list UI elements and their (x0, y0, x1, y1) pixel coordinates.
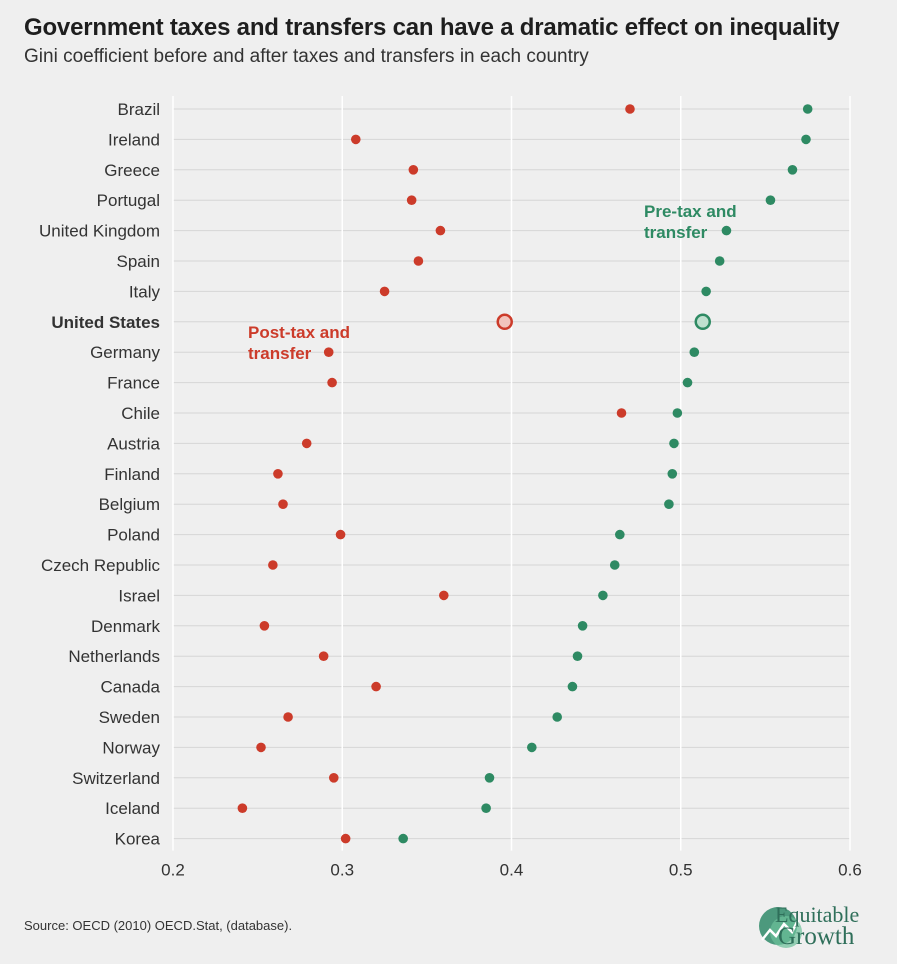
pre-tax-series-label: Pre-tax and (644, 202, 737, 221)
country-labels: Brazil Ireland Greece Portugal United Kingdo… (39, 100, 161, 849)
post-tax-point (278, 499, 288, 510)
pre-tax-point (802, 104, 813, 114)
equitable-growth-logo-icon (759, 907, 802, 948)
pre-tax-point (669, 438, 679, 449)
post-tax-series-label: Post-tax and (248, 323, 350, 342)
pre-tax-point (689, 347, 700, 358)
pre-tax-point (481, 803, 491, 813)
dot-plot-chart: 0.2 0.3 0.4 0.5 0.6 Brazil Ireland Greece Portu… (39, 96, 862, 880)
post-tax-point (328, 773, 339, 783)
country-label: Poland (107, 526, 160, 545)
country-label: Finland (104, 465, 160, 484)
post-tax-point-highlight (496, 313, 513, 331)
country-label: Ireland (108, 130, 160, 149)
pre-tax-point (577, 621, 588, 631)
country-label: Czech Republic (41, 556, 161, 575)
post-tax-point (371, 681, 381, 692)
country-label: Austria (107, 434, 160, 453)
pre-tax-series-label: transfer (644, 223, 708, 242)
x-tick-label: 0.3 (330, 861, 354, 880)
post-tax-point (237, 803, 248, 813)
x-axis-ticks: 0.2 0.3 0.4 0.5 0.6 (161, 861, 862, 880)
pre-tax-point (667, 469, 678, 479)
pre-tax-point (598, 590, 608, 601)
pre-tax-point (398, 833, 408, 844)
post-tax-point (318, 651, 329, 661)
pre-tax-point (552, 712, 562, 722)
post-tax-point (256, 742, 266, 753)
country-label: United States (51, 313, 160, 332)
country-label: Portugal (97, 191, 160, 210)
post-tax-point (283, 712, 293, 722)
pre-tax-point (714, 256, 725, 266)
post-tax-point (435, 225, 446, 236)
pre-tax-point (615, 529, 625, 540)
chart-subtitle: Gini coefficient before and after taxes … (24, 46, 589, 67)
series-annotations: Pre-tax and transfer Post-tax and transfer (248, 202, 737, 363)
country-label: Belgium (99, 495, 160, 514)
country-label: Norway (102, 738, 160, 757)
pre-tax-point-highlight (694, 313, 712, 331)
chart-title: Government taxes and transfers can have … (24, 14, 840, 41)
country-label: Spain (117, 252, 160, 271)
post-tax-point (616, 408, 627, 418)
x-tick-label: 0.2 (161, 861, 185, 880)
x-tick-label: 0.6 (838, 861, 862, 880)
pre-tax-point (682, 377, 693, 388)
country-label: Greece (104, 161, 160, 180)
pre-tax-point (672, 408, 683, 418)
post-tax-point (350, 134, 361, 145)
country-label: Canada (100, 678, 160, 697)
country-label: Netherlands (68, 647, 160, 666)
gridlines (172, 96, 851, 851)
post-tax-point (406, 195, 417, 205)
post-tax-point (259, 621, 270, 631)
country-label: Germany (90, 343, 160, 362)
post-tax-point (340, 833, 351, 844)
post-tax-point (323, 347, 334, 358)
pre-tax-point (609, 560, 620, 570)
post-tax-point (335, 529, 346, 540)
pre-tax-point (527, 742, 537, 753)
post-tax-series-label: transfer (248, 344, 312, 363)
post-tax-point (625, 104, 635, 114)
post-tax-point (408, 165, 419, 175)
country-label: Iceland (105, 799, 160, 818)
pre-tax-point (701, 286, 711, 297)
x-tick-label: 0.4 (500, 861, 524, 880)
pre-tax-point (484, 773, 495, 783)
post-tax-point (439, 590, 449, 601)
post-tax-point (379, 286, 390, 297)
pre-tax-point (765, 195, 776, 205)
country-label: Denmark (91, 617, 160, 636)
post-tax-point (327, 377, 337, 388)
post-tax-point (273, 469, 283, 479)
pre-tax-point (801, 134, 811, 145)
country-label: United Kingdom (39, 222, 160, 241)
country-label: Brazil (117, 100, 160, 119)
logo-line2: Growth (778, 923, 855, 950)
data-points (237, 104, 813, 844)
post-tax-point (301, 438, 312, 449)
logo-wordmark: Equitable Growth (758, 902, 860, 950)
country-label: Chile (121, 404, 160, 423)
pre-tax-point (787, 165, 798, 175)
country-label: France (107, 374, 160, 393)
post-tax-point (413, 256, 424, 266)
pre-tax-point (572, 651, 583, 661)
post-tax-point (268, 560, 278, 570)
country-label: Italy (129, 282, 161, 301)
country-label: Sweden (99, 708, 160, 727)
country-label: Switzerland (72, 769, 160, 788)
source-note: Source: OECD (2010) OECD.Stat, (database… (24, 918, 293, 933)
country-label: Korea (115, 830, 161, 849)
logo-line1: Equitable (775, 902, 860, 927)
country-label: Israel (118, 586, 160, 605)
x-tick-label: 0.5 (669, 861, 693, 880)
pre-tax-point (664, 499, 674, 510)
pre-tax-point (721, 225, 732, 236)
pre-tax-point (567, 681, 578, 692)
